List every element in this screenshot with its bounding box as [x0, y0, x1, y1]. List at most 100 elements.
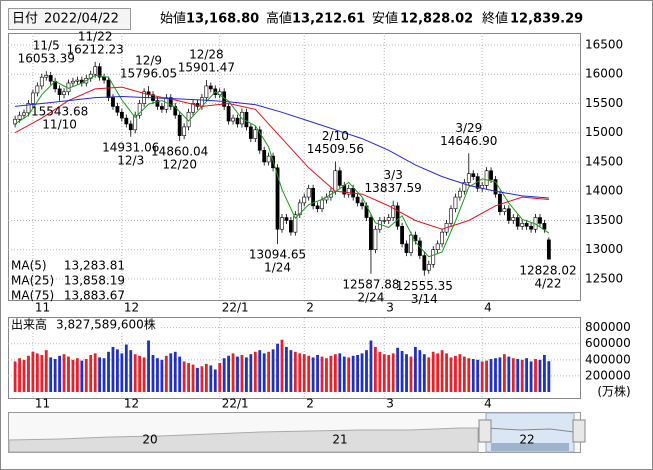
- annotation-value: 14860.04: [151, 144, 208, 158]
- candle-body: [484, 170, 489, 186]
- volume-bar: [62, 354, 66, 392]
- y-tick-label: 16000: [585, 67, 623, 81]
- volume-bar: [502, 354, 506, 392]
- candle-body: [360, 202, 364, 207]
- field-value: 12,839.29: [510, 12, 583, 27]
- price-panel: [8, 33, 581, 301]
- y-tick-label: 600000: [585, 336, 631, 350]
- candle-body: [71, 80, 75, 84]
- volume-bar: [547, 361, 551, 392]
- volume-bar: [333, 354, 337, 392]
- candle-body: [173, 106, 178, 116]
- volume-bar: [133, 354, 137, 392]
- annotation-date: 12/3: [117, 153, 144, 167]
- navigator-handle-right[interactable]: [572, 419, 586, 443]
- annotation-date: 12/20: [162, 157, 197, 171]
- volume-bar: [436, 353, 440, 392]
- volume-bar: [338, 353, 342, 392]
- volume-bar: [431, 351, 435, 392]
- volume-bar: [347, 357, 351, 392]
- candle-body: [395, 205, 400, 227]
- candle-body: [422, 255, 427, 271]
- volume-bar: [342, 356, 346, 392]
- candle-body: [373, 228, 378, 250]
- volume-bar: [111, 346, 115, 392]
- volume-bar: [373, 346, 377, 392]
- candle-body: [462, 182, 467, 192]
- legend-name: MA(5): [11, 259, 47, 273]
- volume-bar: [382, 354, 386, 392]
- candle-body: [17, 114, 22, 120]
- candle-body: [435, 243, 440, 250]
- candle-body: [369, 217, 373, 250]
- volume-bar: [511, 358, 515, 392]
- volume-bar: [325, 358, 328, 392]
- x-tick-label: 3: [386, 301, 394, 315]
- navigator-scrollbar[interactable]: [491, 443, 569, 451]
- candle-body: [62, 91, 66, 96]
- candle-body: [502, 208, 507, 212]
- volume-bar: [471, 359, 475, 392]
- candle-body: [35, 85, 40, 94]
- volume-bar: [454, 355, 457, 392]
- volume-bar: [449, 357, 453, 392]
- volume-bar: [485, 360, 488, 392]
- candle-body: [382, 220, 387, 222]
- volume-bar: [236, 356, 239, 392]
- field-value: 13,212.61: [292, 12, 365, 27]
- volume-bar: [13, 361, 17, 392]
- volume-bar: [356, 355, 360, 392]
- candle-body: [297, 202, 302, 215]
- candle-body: [39, 76, 44, 87]
- candle-body: [248, 126, 253, 139]
- volume-bar: [396, 347, 400, 392]
- x-tick-label: 11: [35, 301, 50, 315]
- navigator-handle-left[interactable]: [478, 419, 492, 443]
- legend-value: 13,858.19: [64, 274, 125, 288]
- annotation-value: 16212.23: [67, 42, 124, 56]
- volume-bar: [156, 358, 159, 392]
- candle-body: [391, 205, 396, 218]
- volume-bar: [164, 355, 168, 392]
- candle-body: [449, 208, 453, 224]
- legend-name: MA(75): [11, 289, 54, 303]
- candle-body: [226, 106, 231, 122]
- volume-bar: [302, 354, 306, 392]
- y-tick-label: 14500: [585, 154, 623, 168]
- volume-bar: [40, 355, 44, 392]
- y-tick-label: 13000: [585, 242, 623, 256]
- volume-bar: [187, 363, 190, 392]
- candle-body: [257, 129, 262, 151]
- volume-bar: [307, 355, 311, 392]
- candle-body: [235, 117, 240, 125]
- volume-bar: [227, 355, 231, 392]
- annotation-date: 4/22: [535, 276, 562, 290]
- candle-body: [466, 173, 471, 183]
- volume-bar: [258, 350, 262, 392]
- x-tick-label: 3: [386, 397, 394, 411]
- y-tick-label: 14000: [585, 184, 623, 198]
- volume-title: 出来高: [11, 318, 47, 332]
- volume-bar: [458, 354, 462, 392]
- volume-bar: [75, 358, 79, 392]
- navigator-line: [485, 427, 575, 433]
- y-tick-label: 12500: [585, 271, 623, 285]
- annotation-date: 12/28: [189, 47, 224, 61]
- x-tick-label: 12: [124, 301, 139, 315]
- volume-bar: [178, 356, 182, 392]
- annotation-date: 2/10: [322, 129, 349, 143]
- volume-bar: [360, 353, 364, 392]
- candle-body: [400, 226, 404, 245]
- legend-value: 13,883.67: [64, 289, 125, 303]
- y-tick-label: 15000: [585, 125, 623, 139]
- candle-body: [311, 187, 316, 207]
- volume-bar: [218, 363, 222, 392]
- y-tick-label: 200000: [585, 368, 631, 382]
- volume-bar: [316, 355, 319, 392]
- volume-total: 3,827,589,600株: [56, 317, 156, 332]
- annotation-date: 3/14: [411, 292, 438, 306]
- candle-body: [13, 118, 18, 125]
- volume-bar: [543, 355, 546, 392]
- volume-bar: [209, 365, 213, 392]
- volume-bar: [405, 354, 408, 392]
